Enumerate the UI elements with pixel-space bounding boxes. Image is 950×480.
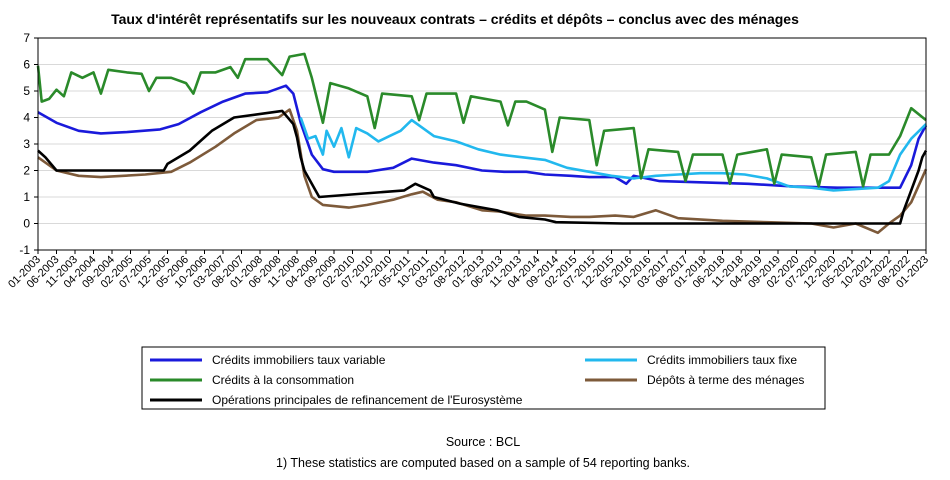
plot-area: 76543210-101-200306-200311-200304-200409… bbox=[6, 31, 931, 291]
source-note: Source : BCL bbox=[446, 435, 520, 449]
series-line-2 bbox=[299, 117, 927, 192]
chart-title: Taux d'intérêt représentatifs sur les no… bbox=[111, 11, 799, 27]
legend-label: Crédits immobiliers taux variable bbox=[212, 353, 386, 367]
legend-label: Dépôts à terme des ménages bbox=[647, 373, 804, 387]
y-tick-label: 1 bbox=[23, 190, 30, 204]
series-line-3 bbox=[36, 52, 927, 188]
legend-box bbox=[141, 346, 826, 410]
plot-border bbox=[37, 37, 927, 251]
series-line-1 bbox=[37, 84, 928, 189]
y-tick-label: 7 bbox=[23, 31, 30, 45]
series-line-5 bbox=[37, 109, 928, 225]
legend-label: Opérations principales de refinancement … bbox=[212, 393, 523, 407]
y-tick-label: 6 bbox=[23, 58, 30, 72]
y-tick-label: -1 bbox=[19, 243, 30, 257]
footnote: 1) These statistics are computed based o… bbox=[276, 456, 690, 470]
legend-label: Crédits à la consommation bbox=[212, 373, 354, 387]
y-tick-label: 0 bbox=[23, 217, 30, 231]
legend: Crédits immobiliers taux variable Crédits… bbox=[141, 346, 826, 410]
y-tick-label: 4 bbox=[23, 111, 30, 125]
y-tick-label: 3 bbox=[23, 137, 30, 151]
legend-label: Crédits immobiliers taux fixe bbox=[647, 353, 797, 367]
y-tick-label: 5 bbox=[23, 84, 30, 98]
y-tick-label: 2 bbox=[23, 164, 30, 178]
